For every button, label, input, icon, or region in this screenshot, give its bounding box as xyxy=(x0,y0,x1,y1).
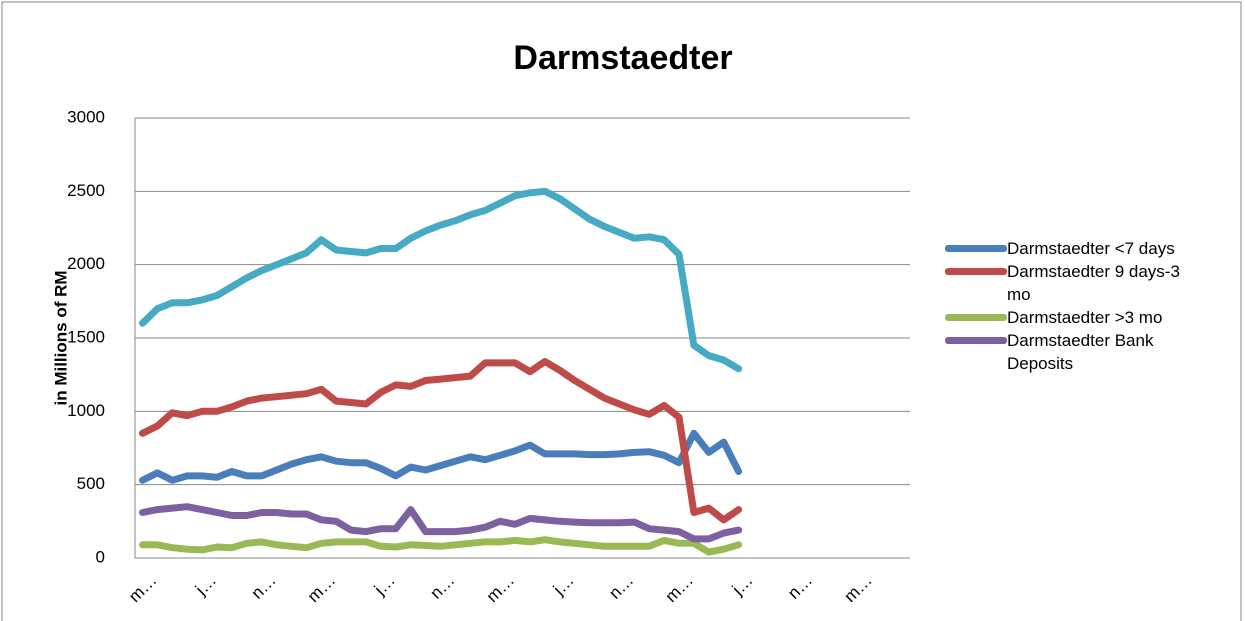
legend-label: Darmstaedter >3 mo xyxy=(1007,308,1163,327)
series-line xyxy=(139,429,743,484)
legend-entry: Darmstaedter 9 days-3 mo xyxy=(945,260,1225,306)
y-tick-label: 2500 xyxy=(67,181,105,200)
legend-swatch xyxy=(945,268,1007,275)
legend-swatch xyxy=(945,337,1007,344)
series-line xyxy=(139,358,743,524)
series-line xyxy=(139,536,743,556)
x-tick-label: m… xyxy=(483,571,518,606)
x-tick-label: j… xyxy=(370,571,399,600)
legend-entry: Darmstaedter <7 days xyxy=(945,237,1225,260)
legend-label: Darmstaedter Bank Deposits xyxy=(1007,331,1154,373)
x-tick-label: n… xyxy=(248,571,280,603)
x-tick-label: m… xyxy=(304,571,339,606)
y-tick-label: 0 xyxy=(96,547,105,566)
x-tick-label: n… xyxy=(784,571,816,603)
x-tick-label: n… xyxy=(605,571,637,603)
y-axis-label: in Millions of RM xyxy=(51,270,70,405)
x-tick-label: n… xyxy=(426,571,458,603)
legend-label: Darmstaedter <7 days xyxy=(1007,239,1175,258)
x-tick-label: m… xyxy=(840,571,875,606)
x-tick-label: m… xyxy=(125,571,160,606)
x-tick-label: m… xyxy=(662,571,697,606)
series-line xyxy=(139,187,743,373)
legend-entry: Darmstaedter Bank Deposits xyxy=(945,329,1225,375)
x-tick-label: j… xyxy=(191,571,220,600)
y-tick-label: 2000 xyxy=(67,254,105,273)
y-tick-label: 500 xyxy=(77,474,105,493)
chart-title: Darmstaedter xyxy=(513,39,732,77)
legend-swatch xyxy=(945,314,1007,321)
series-line xyxy=(139,503,743,543)
legend-entry: Darmstaedter >3 mo xyxy=(945,306,1225,329)
legend: Darmstaedter <7 days Darmstaedter 9 days-… xyxy=(945,237,1225,375)
y-tick-label: 1500 xyxy=(67,327,105,346)
legend-label: Darmstaedter 9 days-3 mo xyxy=(1007,262,1180,304)
y-tick-label: 1000 xyxy=(67,401,105,420)
y-tick-label: 3000 xyxy=(67,107,105,126)
x-tick-label: j… xyxy=(728,571,757,600)
x-tick-label: j… xyxy=(549,571,578,600)
legend-swatch xyxy=(945,245,1007,252)
